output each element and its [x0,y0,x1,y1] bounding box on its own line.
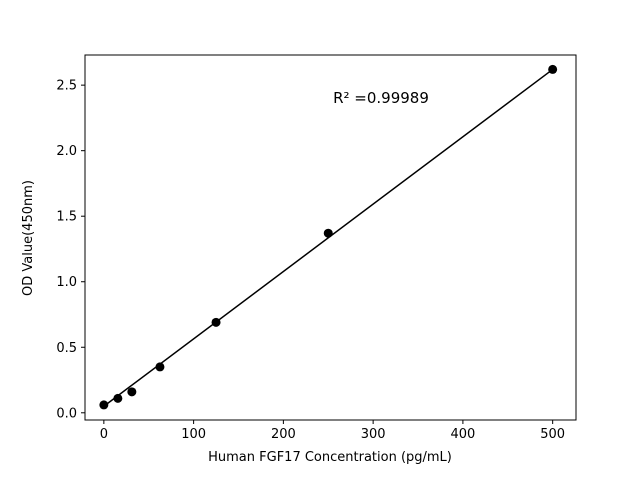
data-point [113,393,123,403]
data-point [211,317,221,327]
y-axis-ticks: 0.0 0.5 1.0 1.5 2.0 2.5 [56,79,85,421]
y-axis-label: OD Value(450nm) [21,180,36,296]
y-tick-label: 2.5 [56,79,77,94]
x-tick-label: 300 [361,427,386,442]
x-axis-label: Human FGF17 Concentration (pg/mL) [208,450,452,465]
x-axis-ticks: 0 100 200 300 400 500 [100,420,565,442]
y-tick-label: 1.0 [56,275,77,290]
x-tick-label: 500 [540,427,565,442]
x-tick-label: 400 [450,427,475,442]
data-points [99,64,558,410]
y-tick-label: 1.5 [56,210,77,225]
r-squared-annotation: R² =0.99989 [333,89,429,107]
x-tick-label: 200 [271,427,296,442]
data-point [155,362,165,372]
fit-line [103,68,554,407]
data-point [127,387,137,397]
data-point [99,400,109,410]
y-tick-label: 0.5 [56,341,77,356]
data-point [548,64,558,74]
y-tick-label: 2.0 [56,144,77,159]
y-tick-label: 0.0 [56,406,77,421]
x-tick-label: 0 [100,427,108,442]
x-tick-label: 100 [181,427,206,442]
data-point [323,228,333,238]
